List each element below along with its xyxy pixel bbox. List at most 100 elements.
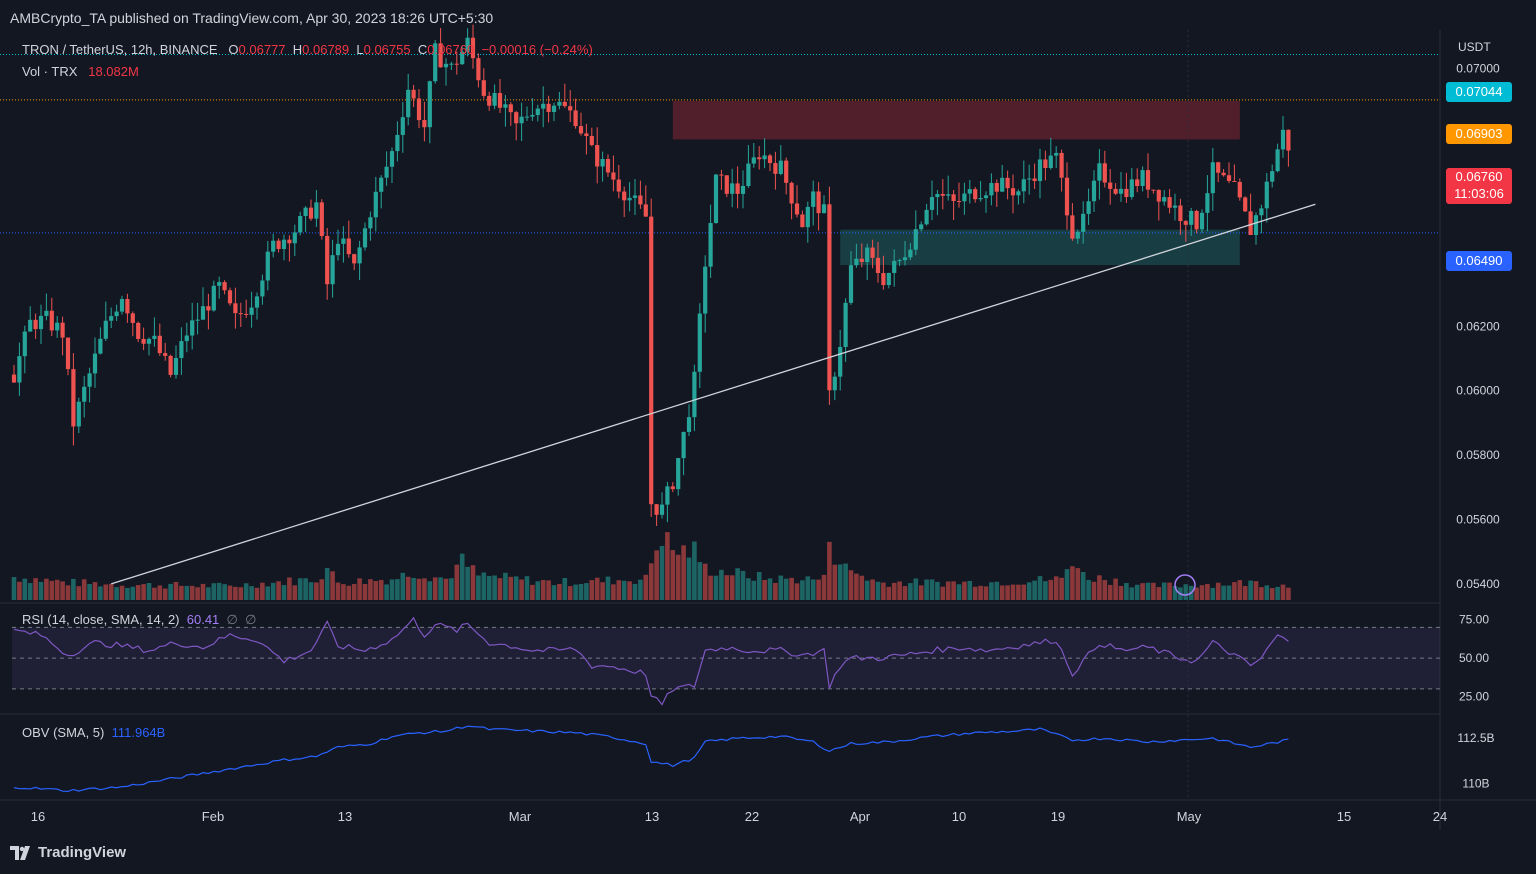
candle-body bbox=[595, 145, 600, 167]
symbol-title[interactable]: TRON / TetherUS, 12h, BINANCE bbox=[22, 42, 218, 57]
volume-bar bbox=[427, 581, 433, 600]
candle bbox=[600, 151, 605, 182]
volume-bar bbox=[659, 545, 665, 600]
rsi-tick-label: 75.00 bbox=[1459, 613, 1489, 627]
candle-body bbox=[1135, 179, 1140, 187]
candle-body bbox=[379, 177, 384, 192]
volume-bar bbox=[1005, 585, 1010, 600]
open-value: 0.06777 bbox=[238, 42, 286, 57]
candle bbox=[632, 179, 638, 216]
volume-bar bbox=[1016, 584, 1021, 600]
candle bbox=[800, 210, 805, 228]
volume-bar bbox=[1286, 587, 1291, 600]
candle-body bbox=[395, 134, 400, 152]
candle bbox=[811, 180, 816, 226]
candle bbox=[92, 337, 98, 388]
candle-body bbox=[600, 159, 605, 167]
candle bbox=[1199, 209, 1205, 233]
candle-body bbox=[65, 337, 71, 370]
candle bbox=[643, 185, 648, 217]
volume-bar bbox=[384, 584, 389, 600]
candle bbox=[514, 110, 519, 141]
volume-bar bbox=[1237, 580, 1243, 600]
rsi-label[interactable]: RSI (14, close, SMA, 14, 2) bbox=[22, 612, 180, 627]
volume-bar bbox=[794, 583, 800, 600]
volume-bar bbox=[216, 582, 222, 600]
candle-body bbox=[427, 81, 432, 128]
candle-body bbox=[616, 179, 621, 192]
volume-bar bbox=[108, 583, 114, 600]
candle bbox=[1253, 212, 1259, 245]
candle bbox=[1027, 164, 1032, 195]
candle-body bbox=[875, 257, 881, 274]
candle-body bbox=[497, 93, 503, 108]
candle-body bbox=[740, 185, 746, 194]
price-tick-label: 0.06200 bbox=[1456, 319, 1500, 333]
obv-legend: OBV (SMA, 5) 111.964B bbox=[22, 725, 165, 740]
volume-label[interactable]: Vol · TRX bbox=[22, 64, 78, 79]
volume-bar bbox=[805, 576, 811, 600]
rsi-tick-label: 50.00 bbox=[1459, 651, 1489, 665]
candle bbox=[1183, 219, 1188, 242]
volume-bar bbox=[92, 582, 98, 600]
tradingview-logo[interactable]: TradingView bbox=[10, 844, 126, 861]
candle-body bbox=[578, 126, 584, 134]
volume-bar bbox=[821, 574, 827, 600]
candle-body bbox=[335, 243, 341, 256]
candle-body bbox=[422, 120, 427, 128]
volume-bar bbox=[929, 579, 935, 600]
volume-bar bbox=[1113, 578, 1118, 600]
volume-bar bbox=[1151, 582, 1156, 600]
volume-bar bbox=[233, 586, 238, 600]
candle bbox=[1081, 201, 1086, 244]
volume-bar bbox=[33, 578, 38, 600]
candle-body bbox=[352, 254, 357, 264]
candle bbox=[805, 201, 810, 243]
high-label: H bbox=[292, 42, 303, 57]
candle bbox=[724, 175, 729, 198]
volume-bar bbox=[594, 577, 600, 600]
volume-bar bbox=[648, 563, 654, 600]
candle bbox=[676, 457, 681, 496]
candle-body bbox=[973, 189, 978, 200]
candle-body bbox=[190, 320, 195, 336]
candle bbox=[1037, 148, 1043, 199]
candle-body bbox=[913, 229, 918, 250]
candle bbox=[281, 234, 287, 261]
candle bbox=[1108, 169, 1113, 205]
candle bbox=[476, 53, 481, 88]
candle bbox=[238, 302, 243, 328]
candle-body bbox=[919, 224, 924, 230]
volume-bar bbox=[681, 545, 686, 600]
candle-body bbox=[730, 183, 735, 194]
volume-bar bbox=[54, 579, 60, 600]
volume-bar bbox=[130, 586, 136, 600]
volume-bar bbox=[740, 570, 746, 600]
candle-body bbox=[1059, 152, 1064, 178]
candle-body bbox=[811, 191, 816, 207]
volume-bar bbox=[168, 583, 173, 600]
candle-body bbox=[1172, 205, 1178, 208]
candle bbox=[76, 397, 81, 434]
volume-bar bbox=[411, 577, 416, 600]
candle bbox=[913, 210, 918, 256]
volume-bar bbox=[708, 575, 713, 600]
candle-body bbox=[924, 209, 929, 225]
candle bbox=[773, 151, 778, 190]
volume-bar bbox=[173, 581, 179, 600]
candle bbox=[335, 229, 341, 261]
volume-bar bbox=[200, 583, 206, 600]
candle-body bbox=[854, 258, 859, 266]
candle bbox=[389, 147, 395, 183]
candle bbox=[1151, 189, 1156, 194]
candle-body bbox=[956, 201, 962, 203]
volume-bar bbox=[697, 562, 703, 600]
volume-bar bbox=[810, 579, 816, 600]
volume-bar bbox=[1242, 585, 1248, 600]
candle bbox=[967, 179, 972, 204]
candle-body bbox=[1010, 188, 1016, 196]
obv-label[interactable]: OBV (SMA, 5) bbox=[22, 725, 105, 740]
candle bbox=[308, 199, 314, 221]
volume-bar bbox=[546, 580, 551, 600]
